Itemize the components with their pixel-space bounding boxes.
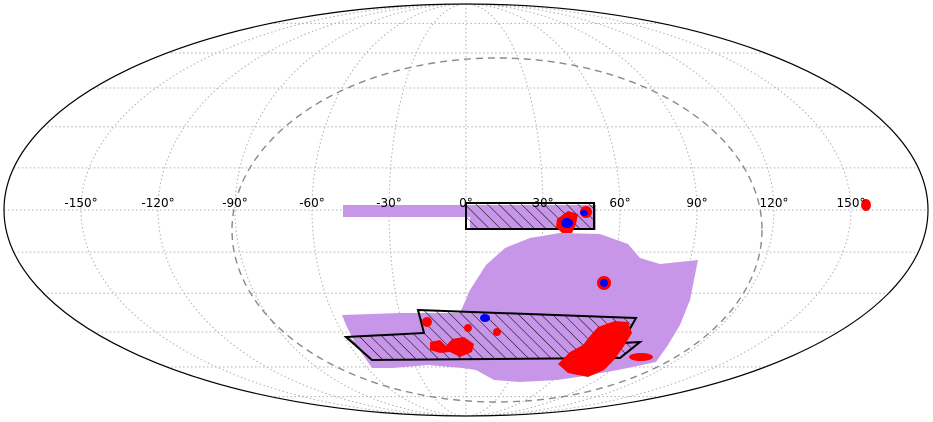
meridian-line xyxy=(465,4,544,416)
galactic-plane-boundary xyxy=(231,57,763,403)
overlay-patch-west xyxy=(430,337,474,357)
overlay-patch-small-c xyxy=(493,328,501,336)
longitude-tick-label: 60° xyxy=(609,196,630,210)
meridian-line xyxy=(157,4,467,416)
meridian-line xyxy=(465,4,775,416)
meridian-line xyxy=(465,4,621,416)
longitude-tick-label: -120° xyxy=(141,196,174,210)
core-south xyxy=(480,314,490,322)
longitude-tick-label: 150° xyxy=(837,196,866,210)
longitude-tick-label: 30° xyxy=(532,196,553,210)
hatched-region-south xyxy=(343,308,644,362)
overlay-regions xyxy=(422,199,871,377)
longitude-tick-label: 120° xyxy=(760,196,789,210)
map-boundary xyxy=(3,3,929,417)
overlay-patch-small-b xyxy=(464,324,472,332)
meridian-line xyxy=(80,4,467,416)
longitude-tick-label: 0° xyxy=(459,196,473,210)
overlay-large-patch xyxy=(558,321,632,377)
longitude-tick-labels: -150° -120° -90° -60° -30° 0° 30° 60° 90° 120° 150… xyxy=(64,196,865,210)
longitude-tick-label: -30° xyxy=(376,196,402,210)
core-central xyxy=(600,279,608,287)
longitude-tick-label: 90° xyxy=(686,196,707,210)
meridian-line xyxy=(465,4,852,416)
core-north-b xyxy=(580,210,588,216)
core-regions xyxy=(480,210,608,322)
overlay-patch-small-a xyxy=(422,317,432,327)
longitude-tick-label: -60° xyxy=(299,196,325,210)
longitude-tick-label: -150° xyxy=(64,196,97,210)
graticule-grid xyxy=(4,4,928,416)
longitude-tick-label: -90° xyxy=(222,196,248,210)
overlay-patch-small-east xyxy=(629,353,653,361)
meridian-line xyxy=(388,4,467,416)
overlay-far-east xyxy=(861,199,871,211)
core-north-a xyxy=(561,218,573,228)
